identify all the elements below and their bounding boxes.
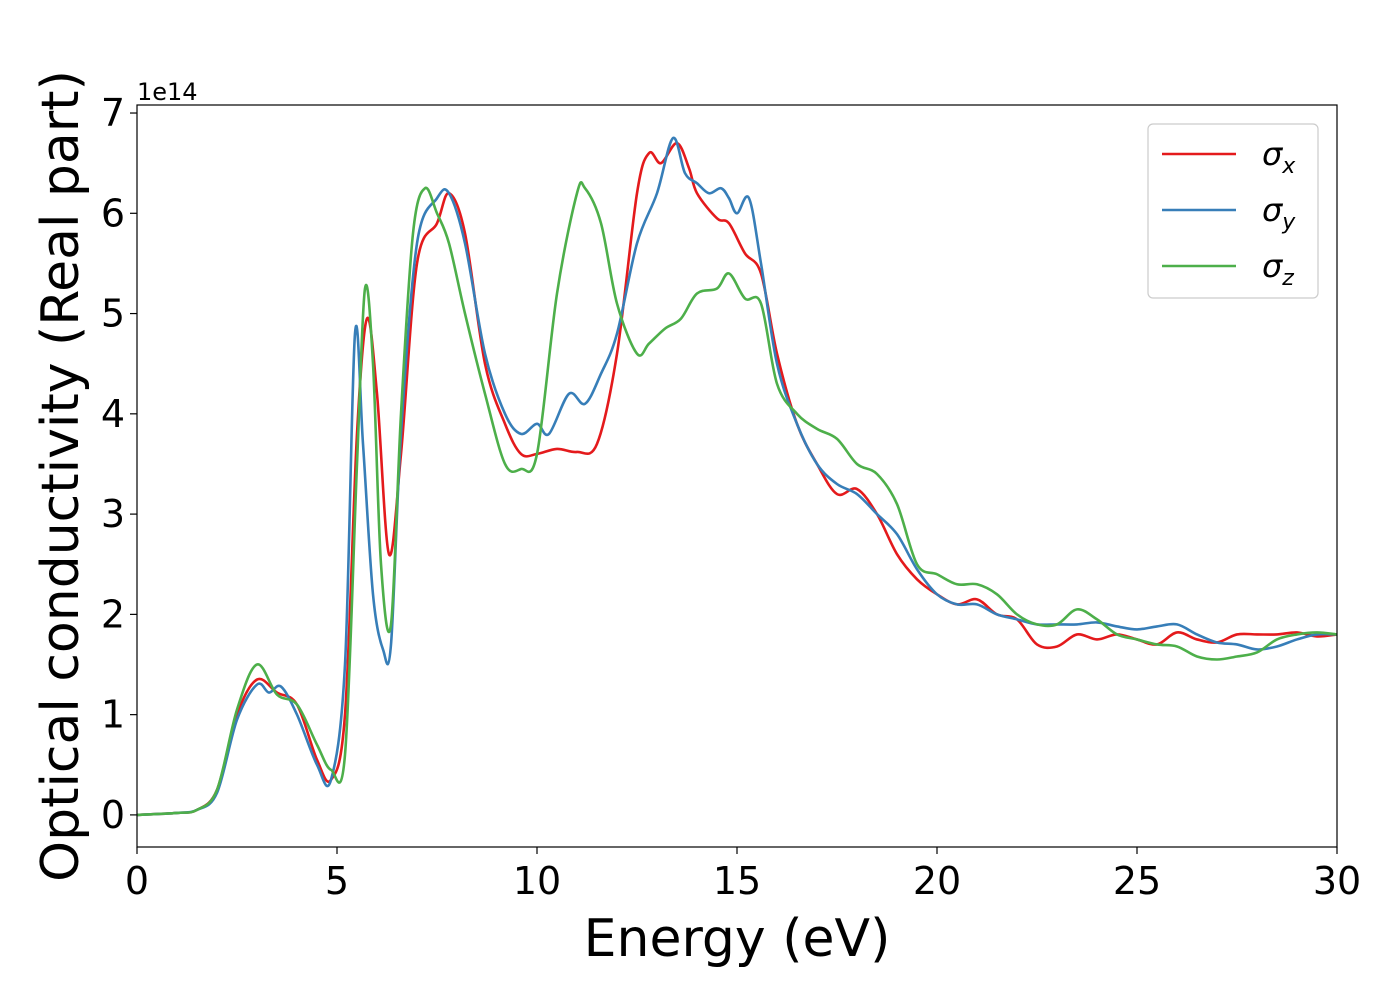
x-tick-label: 25 [1113, 859, 1161, 903]
x-axis: 0 5 10 15 20 25 30 [125, 847, 1361, 903]
x-tick-label: 10 [513, 859, 561, 903]
y-offset-label: 1e14 [137, 78, 198, 106]
y-axis: 0 1 2 3 4 5 6 7 [101, 91, 137, 837]
y-tick-label: 4 [101, 392, 125, 436]
x-tick-label: 0 [125, 859, 149, 903]
series-layer [136, 136, 1338, 817]
y-axis-title: Optical conductivity (Real part) [31, 70, 91, 882]
y-tick-label: 1 [101, 693, 125, 737]
legend: σx σy σz [1147, 123, 1319, 299]
x-tick-label: 15 [713, 859, 761, 903]
x-tick-label: 5 [325, 859, 349, 903]
y-tick-label: 7 [101, 91, 125, 135]
series-line-y [136, 136, 1338, 817]
y-tick-label: 0 [101, 793, 125, 837]
series-line-z [136, 180, 1338, 817]
plot-background [137, 105, 1337, 847]
legend-entry-y: σy [1262, 191, 1296, 235]
legend-entry-z: σz [1262, 247, 1294, 291]
x-axis-title: Energy (eV) [584, 909, 891, 969]
y-tick-label: 5 [101, 292, 125, 336]
y-tick-label: 2 [101, 592, 125, 636]
x-tick-label: 20 [913, 859, 961, 903]
legend-entry-x: σx [1262, 135, 1296, 179]
y-tick-label: 3 [101, 492, 125, 536]
x-tick-label: 30 [1313, 859, 1361, 903]
y-tick-label: 6 [101, 191, 125, 235]
